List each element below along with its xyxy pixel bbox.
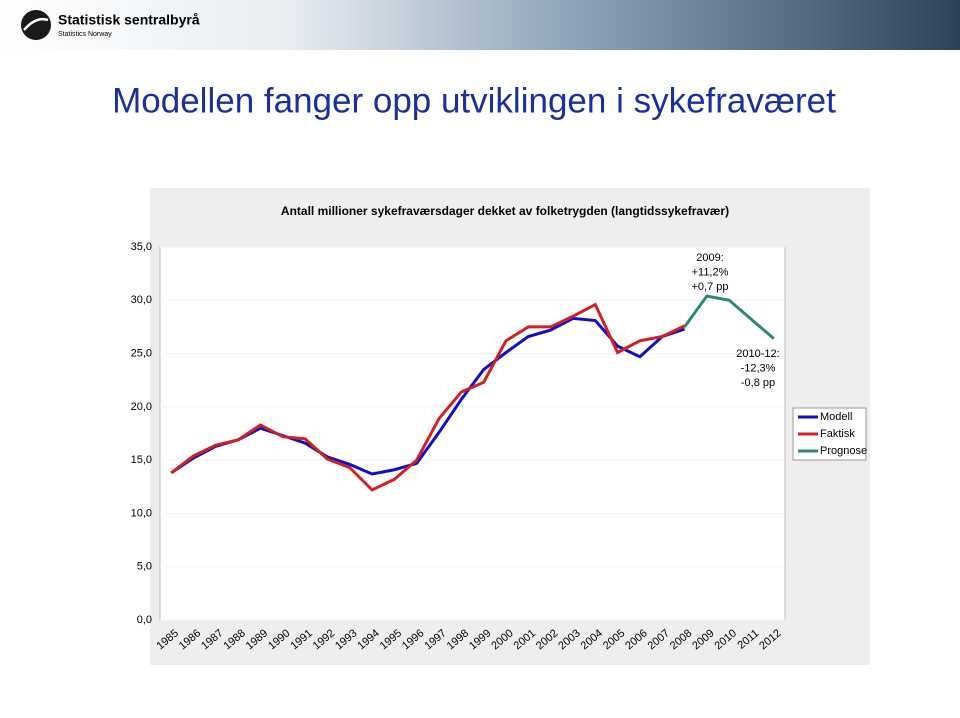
y-tick-label: 5,0 (137, 561, 152, 573)
y-tick-label: 30,0 (131, 294, 152, 306)
legend-label: Prognose (820, 445, 867, 457)
org-name: Statistisk sentralbyrå (58, 12, 200, 28)
annotation: 2010-12: (736, 348, 779, 360)
banner (0, 0, 960, 50)
legend-label: Faktisk (820, 428, 855, 440)
annotation: -0,8 pp (741, 377, 775, 389)
y-tick-label: 35,0 (131, 241, 152, 253)
series-line (170, 302, 686, 492)
series-line (683, 294, 775, 340)
annotation: 2009: (696, 252, 724, 264)
annotation: +0,7 pp (691, 281, 728, 293)
y-tick-label: 0,0 (137, 614, 152, 626)
series-line (170, 316, 686, 476)
y-tick-label: 20,0 (131, 401, 152, 413)
chart-title: Antall millioner sykefraværsdager dekket… (281, 204, 729, 218)
logo-mark (21, 10, 51, 40)
legend-label: Modell (820, 411, 852, 423)
plot-area (159, 246, 786, 621)
y-tick-label: 10,0 (131, 507, 152, 519)
logo-swoosh (23, 17, 49, 31)
org-name-en: Statistics Norway (58, 31, 112, 38)
annotation: +11,2% (692, 266, 729, 278)
y-tick-label: 15,0 (131, 454, 152, 466)
annotation: -12,3% (741, 362, 776, 374)
y-tick-label: 25,0 (131, 347, 152, 359)
slide-title: Modellen fanger opp utviklingen i sykefr… (112, 81, 836, 120)
